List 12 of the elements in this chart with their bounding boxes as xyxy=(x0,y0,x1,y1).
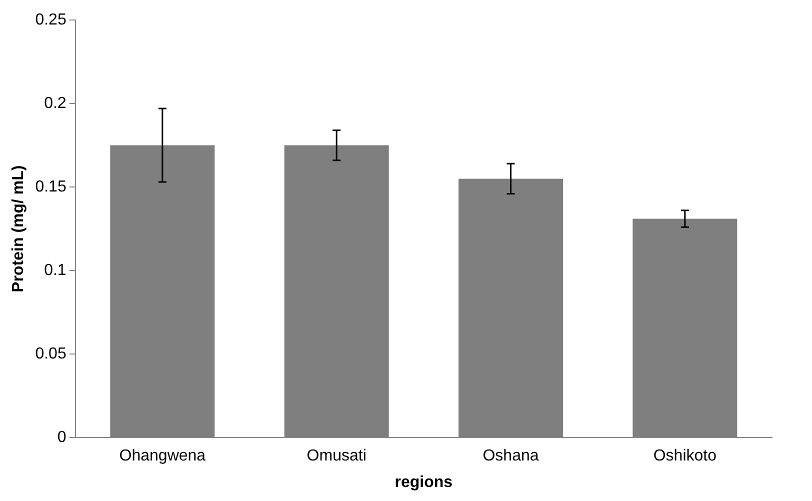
y-tick-label: 0.25 xyxy=(35,11,66,28)
y-tick-label: 0.2 xyxy=(44,94,66,112)
x-axis-title: regions xyxy=(394,474,453,491)
x-tick-label: Oshana xyxy=(482,448,539,465)
y-tick-label: 0.05 xyxy=(35,345,66,362)
y-tick-label: 0.1 xyxy=(44,262,66,279)
x-tick-label: Omusati xyxy=(306,448,366,465)
y-tick-label: 0 xyxy=(57,429,66,446)
x-tick-label: Oshikoto xyxy=(653,448,717,465)
y-tick-label: 0.15 xyxy=(35,178,66,196)
x-tick-label: Ohangwena xyxy=(119,448,206,465)
y-axis-title: Protein (mg/ mL) xyxy=(10,165,28,292)
